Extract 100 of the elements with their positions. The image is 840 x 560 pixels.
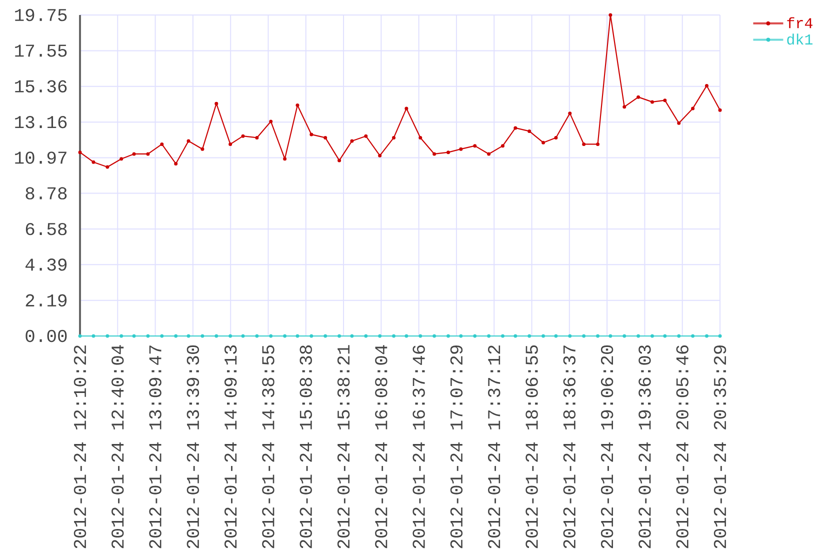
- point: [296, 103, 300, 107]
- point: [186, 139, 190, 143]
- point: [310, 334, 314, 338]
- x-tick-label: 2012-01-24 15:38:21: [337, 345, 350, 548]
- point: [378, 334, 382, 338]
- x-tick-label: 2012-01-24 20:35:29: [714, 345, 726, 548]
- y-tick-label: 10.97: [15, 152, 66, 164]
- point: [132, 152, 136, 156]
- point: [269, 120, 273, 124]
- point: [324, 136, 328, 140]
- point: [677, 121, 681, 125]
- point: [500, 144, 504, 148]
- y-tick-label: 0.00: [26, 330, 67, 342]
- point: [418, 334, 422, 338]
- x-tick-label: 2012-01-24 18:06:55: [526, 345, 538, 548]
- y-tick-label: 8.78: [26, 187, 67, 200]
- point: [650, 334, 654, 338]
- point: [636, 334, 640, 338]
- point: [241, 334, 245, 338]
- x-tick-label: 2012-01-24 19:36:03: [638, 345, 651, 548]
- point: [608, 13, 612, 17]
- point: [718, 334, 722, 338]
- point: [106, 334, 110, 338]
- point: [174, 162, 178, 166]
- point: [596, 334, 600, 338]
- point: [528, 129, 532, 133]
- point: [542, 334, 546, 338]
- point: [160, 142, 164, 146]
- point: [528, 334, 532, 338]
- x-tick-label: 2012-01-24 16:08:04: [375, 345, 388, 548]
- x-tick-label: 2012-01-24 14:09:13: [224, 345, 237, 548]
- point: [283, 334, 287, 338]
- point: [596, 142, 600, 146]
- point: [364, 134, 368, 138]
- point: [718, 108, 722, 112]
- point: [487, 152, 491, 156]
- point: [446, 334, 450, 338]
- point: [691, 106, 695, 110]
- point: [704, 334, 708, 338]
- y-tick-label: 17.55: [15, 44, 67, 57]
- point: [338, 334, 342, 338]
- x-tick-label: 2012-01-24 17:37:12: [488, 346, 500, 548]
- point: [432, 152, 436, 156]
- point: [459, 147, 463, 151]
- point: [608, 334, 612, 338]
- x-tick-label: 2012-01-24 13:39:30: [186, 345, 200, 548]
- point: [350, 139, 354, 143]
- x-tick-label: 2012-01-24 19:06:20: [600, 345, 614, 548]
- point: [514, 126, 518, 130]
- point: [473, 334, 477, 338]
- point: [663, 334, 667, 338]
- point: [186, 334, 190, 338]
- x-tick-label: 2012-01-24 15:08:38: [300, 345, 312, 548]
- point: [554, 136, 558, 140]
- x-tick-label: 2012-01-24 12:40:04: [112, 345, 124, 548]
- point: [582, 142, 586, 146]
- point: [146, 334, 150, 338]
- point: [214, 102, 218, 106]
- point: [92, 160, 96, 164]
- point: [350, 334, 354, 338]
- legend-label: dk1: [787, 34, 812, 45]
- x-tick-label: 2012-01-24 18:36:37: [563, 346, 576, 548]
- point: [120, 334, 124, 338]
- legend-label: fr4: [787, 17, 812, 28]
- point: [473, 144, 477, 148]
- point: [255, 136, 259, 140]
- point: [78, 334, 82, 338]
- point: [636, 95, 640, 99]
- point: [418, 136, 422, 140]
- point: [622, 105, 626, 109]
- point: [146, 152, 150, 156]
- point: [228, 334, 232, 338]
- point: [500, 334, 504, 338]
- point: [255, 334, 259, 338]
- y-tick-label: 13.16: [15, 116, 67, 128]
- point: [691, 334, 695, 338]
- point: [542, 140, 546, 144]
- y-tick-label: 4.39: [26, 258, 67, 271]
- y-tick-label: 2.19: [26, 294, 67, 307]
- point: [392, 136, 396, 140]
- x-tick-label: 2012-01-24 13:09:47: [149, 346, 162, 548]
- x-tick-label: 2012-01-24 16:37:46: [412, 345, 425, 548]
- point: [174, 334, 178, 338]
- point: [310, 132, 314, 136]
- point: [78, 150, 82, 154]
- point: [514, 334, 518, 338]
- point: [404, 106, 408, 110]
- point: [269, 334, 273, 338]
- point: [92, 334, 96, 338]
- point: [568, 112, 572, 116]
- x-tick-label: 2012-01-24 14:38:55: [262, 345, 274, 548]
- point: [200, 334, 204, 338]
- point: [324, 334, 328, 338]
- point: [568, 334, 572, 338]
- point: [214, 334, 218, 338]
- y-tick-label: 15.36: [15, 80, 67, 92]
- point: [487, 334, 491, 338]
- point: [120, 157, 124, 161]
- point: [106, 165, 110, 169]
- point: [404, 334, 408, 338]
